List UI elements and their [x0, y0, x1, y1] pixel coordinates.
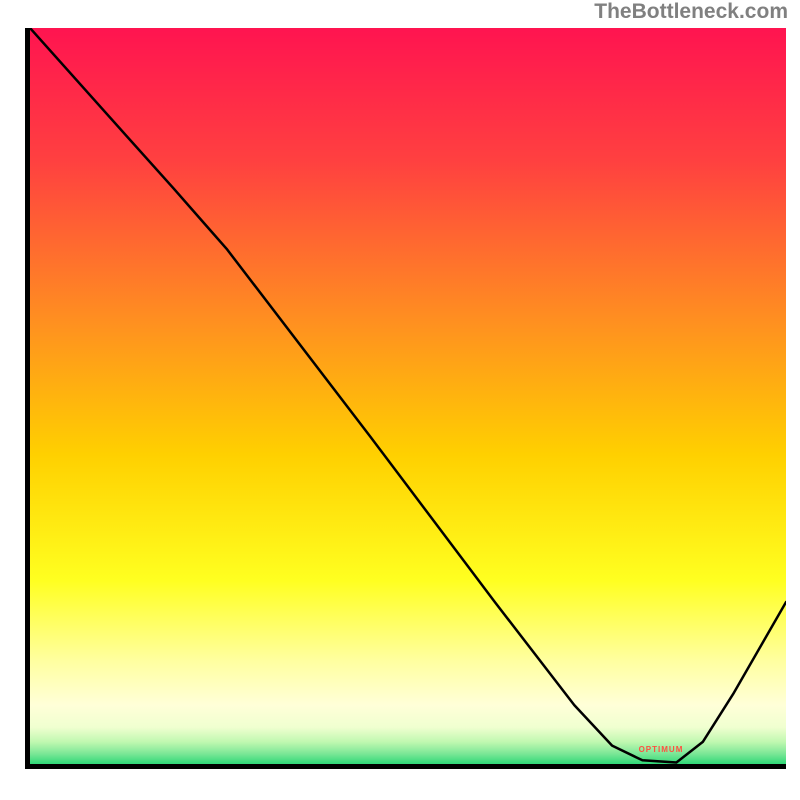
- chart-curve: [30, 28, 786, 763]
- chart-container: { "watermark": { "text": "TheBottleneck.…: [0, 0, 800, 800]
- valley-label: OPTIMUM: [639, 745, 684, 754]
- chart-line-layer: [30, 28, 786, 764]
- watermark-text: TheBottleneck.com: [594, 0, 788, 24]
- plot-area: OPTIMUM: [25, 28, 786, 769]
